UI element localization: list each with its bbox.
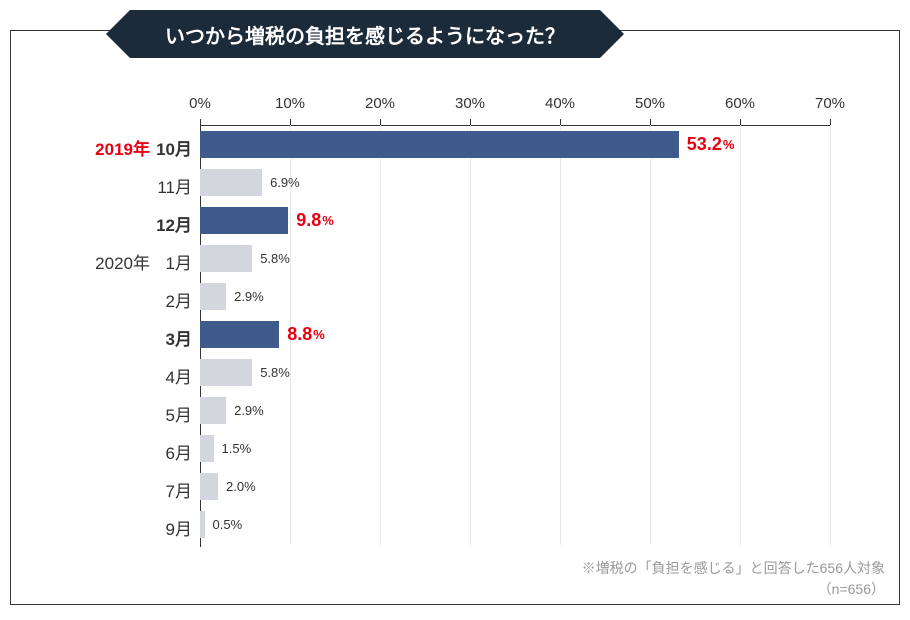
month-label: 6月	[166, 432, 192, 470]
bar-row: 2.9%	[200, 277, 830, 315]
bar-row: 6.9%	[200, 163, 830, 201]
grid-line	[830, 125, 831, 545]
bar	[200, 435, 214, 462]
bar	[200, 131, 679, 158]
bar-row: 2.0%	[200, 467, 830, 505]
bar-row: 53.2%	[200, 125, 830, 163]
x-tick-label: 70%	[815, 95, 845, 112]
bar-value-label: 8.8%	[279, 321, 325, 348]
x-tick-label: 20%	[365, 95, 395, 112]
month-label: 7月	[166, 470, 192, 508]
x-tick	[830, 119, 831, 125]
bar-value-label: 5.8%	[252, 245, 290, 272]
bar	[200, 359, 252, 386]
month-label: 9月	[166, 508, 192, 546]
bar	[200, 207, 288, 234]
month-label: 1月	[166, 242, 192, 280]
bar	[200, 321, 279, 348]
x-tick-label: 30%	[455, 95, 485, 112]
chart-title-banner: いつから増税の負担を感じるようになった？	[130, 10, 600, 58]
bar-value-label: 9.8%	[288, 207, 334, 234]
year-label: 2019年	[95, 128, 150, 166]
footnote-line2: （n=656）	[582, 579, 885, 600]
bar-value-label: 2.0%	[218, 473, 256, 500]
chart-title: いつから増税の負担を感じるようになった？	[165, 20, 565, 49]
bar-value-label: 6.9%	[262, 169, 300, 196]
bar-row: 5.8%	[200, 239, 830, 277]
bar-row: 8.8%	[200, 315, 830, 353]
month-label: 5月	[166, 394, 192, 432]
bar	[200, 245, 252, 272]
bar-row: 1.5%	[200, 429, 830, 467]
bar-value-label: 2.9%	[226, 397, 264, 424]
x-tick-label: 40%	[545, 95, 575, 112]
footnote-line1: ※増税の「負担を感じる」と回答した656人対象	[582, 558, 885, 579]
month-label: 12月	[156, 204, 192, 242]
x-tick-label: 60%	[725, 95, 755, 112]
bar-value-label: 5.8%	[252, 359, 290, 386]
bar-value-label: 1.5%	[214, 435, 252, 462]
chart-container: いつから増税の負担を感じるようになった？ 0% 10% 20% 30% 40% 50% 60…	[0, 0, 910, 620]
x-tick-label: 10%	[275, 95, 305, 112]
month-label: 11月	[157, 166, 192, 204]
bar	[200, 473, 218, 500]
chart-footnote: ※増税の「負担を感じる」と回答した656人対象 （n=656）	[582, 558, 885, 600]
bar-value-label: 0.5%	[205, 511, 243, 538]
bar	[200, 169, 262, 196]
x-tick-label: 50%	[635, 95, 665, 112]
year-label: 2020年	[95, 242, 150, 280]
bar	[200, 397, 226, 424]
bar-value-label: 2.9%	[226, 283, 264, 310]
month-label: 4月	[166, 356, 192, 394]
bar	[200, 283, 226, 310]
month-label: 3月	[166, 318, 192, 356]
bar-row: 0.5%	[200, 505, 830, 543]
bar-value-label: 53.2%	[679, 131, 735, 158]
month-label: 10月	[156, 128, 192, 166]
chart-plot-area: 0%10%20%30%40%50%60%70% 53.2%6.9%9.8%5.8…	[200, 125, 830, 545]
month-label: 2月	[166, 280, 192, 318]
x-tick-label: 0%	[189, 95, 211, 112]
bar-row: 5.8%	[200, 353, 830, 391]
bar-row: 9.8%	[200, 201, 830, 239]
bar-row: 2.9%	[200, 391, 830, 429]
